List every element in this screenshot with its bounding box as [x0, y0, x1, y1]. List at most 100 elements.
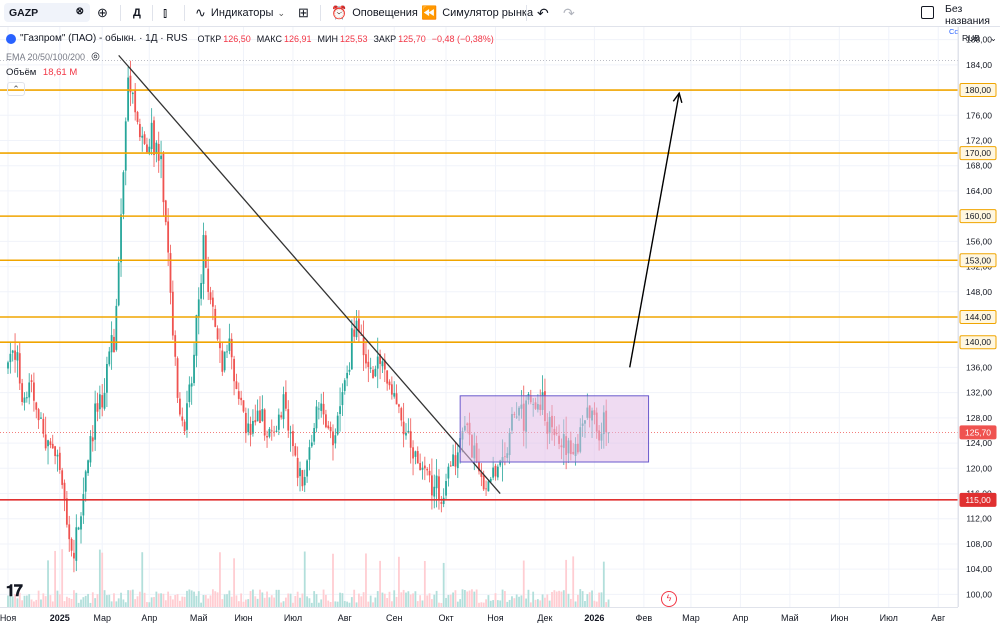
volume-bar	[28, 594, 31, 607]
currency-selector[interactable]: RUB ⌄	[962, 33, 997, 43]
volume-legend[interactable]: Объём 18,61 M	[6, 67, 77, 78]
indicators-button[interactable]: ∿ Индикаторы ⌄	[195, 0, 285, 26]
candle-body	[266, 436, 268, 438]
volume-bar	[478, 602, 480, 607]
volume-bar	[115, 601, 118, 607]
candle-body	[101, 395, 104, 408]
candle-body	[367, 361, 370, 368]
lightning-icon[interactable]: ϟ	[661, 591, 677, 607]
candle-body	[117, 262, 120, 306]
candle-body	[289, 432, 292, 434]
volume-bar	[593, 600, 596, 607]
volume-bar	[80, 599, 82, 607]
indicators-icon: ∿	[195, 5, 206, 20]
volume-bar	[362, 592, 365, 607]
chart-type-button[interactable]: ⫾	[163, 0, 172, 26]
projection-arrow-line	[629, 93, 680, 368]
candle-body	[428, 470, 431, 476]
undo-icon: ↶	[537, 4, 549, 21]
volume-bar	[171, 599, 174, 607]
candle-body	[252, 420, 254, 434]
candle-body	[56, 454, 59, 457]
candle-body	[334, 435, 337, 444]
candle-body	[261, 409, 264, 421]
price-scale[interactable]	[958, 27, 1000, 607]
candle-body	[407, 430, 410, 433]
volume-bar	[482, 602, 485, 607]
volume-bar	[454, 590, 457, 607]
candle-body	[346, 372, 349, 379]
volume-bar	[209, 595, 212, 607]
volume-bar	[386, 598, 389, 607]
tradingview-logo[interactable]: 𝟏𝟕	[6, 583, 23, 600]
volume-bar	[317, 602, 320, 607]
candle-body	[91, 437, 94, 442]
volume-bar	[372, 602, 374, 607]
redo-button[interactable]: ↷	[563, 0, 575, 26]
undo-button[interactable]: ↶	[537, 0, 549, 26]
volume-bar	[306, 596, 308, 607]
candle-body	[482, 475, 485, 490]
volume-bar	[91, 592, 94, 607]
volume-bar	[204, 595, 207, 607]
volume-bar	[70, 598, 73, 607]
volume-bar	[431, 599, 433, 607]
candle-body	[197, 299, 200, 318]
volume-bar	[595, 601, 598, 607]
interval-button[interactable]: Д	[133, 0, 141, 26]
chevron-down-icon: ⌄	[989, 33, 997, 43]
volume-bar	[525, 598, 527, 607]
candle-body	[181, 416, 184, 421]
volume-bar	[292, 602, 294, 607]
candle-body	[496, 466, 499, 478]
volume-bar	[113, 593, 115, 607]
price-tick-label: 164,00	[966, 186, 992, 196]
time-axis[interactable]	[0, 607, 958, 629]
candle-body	[141, 135, 144, 138]
price-level-tag	[959, 335, 997, 350]
volume-bar	[65, 596, 68, 607]
add-symbol-button[interactable]: ⊕	[97, 0, 113, 26]
volume-bar	[263, 597, 266, 607]
symbol-full-name[interactable]: "Газпром" (ПАО) - обыкн. · 1Д · RUS	[20, 33, 188, 44]
layout-checkbox[interactable]	[921, 6, 934, 19]
volume-bar	[54, 550, 56, 607]
eye-off-icon[interactable]: ◎	[91, 51, 100, 62]
candle-body	[237, 391, 240, 399]
volume-bar	[216, 592, 219, 607]
candle-body	[115, 305, 118, 350]
symbol-search[interactable]: GAZP ⊗	[4, 3, 90, 22]
volume-bar	[381, 592, 384, 607]
replay-button[interactable]: ⏪ Симулятор рынка	[421, 0, 533, 26]
candle-body	[47, 440, 49, 447]
volume-bar	[414, 591, 417, 607]
volume-bar	[223, 594, 226, 607]
price-tick-label: 136,00	[966, 362, 992, 372]
volume-bar	[487, 595, 490, 607]
layouts-button[interactable]: ⊞	[298, 0, 314, 26]
collapse-legend-button[interactable]: ⌃	[7, 82, 25, 96]
candle-body	[18, 353, 21, 384]
candle-body	[30, 380, 33, 382]
candle-body	[75, 527, 78, 561]
volume-bar	[529, 602, 532, 607]
volume-bar	[124, 602, 127, 607]
volume-bar	[49, 595, 52, 607]
candle-body	[386, 370, 389, 384]
volume-bar	[303, 551, 306, 607]
volume-bar	[565, 559, 568, 607]
volume-bar	[445, 597, 447, 607]
volume-bar	[261, 592, 264, 607]
candle-body	[143, 134, 146, 144]
volume-bar	[188, 589, 191, 607]
alerts-button[interactable]: ⏰ Оповещения	[331, 0, 418, 26]
time-tick-label: Май	[190, 613, 208, 623]
ema-indicator-legend[interactable]: EMA 20/50/100/200 ◎	[6, 51, 100, 62]
drawings	[118, 54, 683, 494]
volume-bar	[87, 593, 89, 607]
volume-bar	[447, 594, 450, 607]
volume-bar	[44, 596, 47, 607]
candle-body	[247, 423, 250, 433]
volume-bar	[73, 590, 75, 607]
